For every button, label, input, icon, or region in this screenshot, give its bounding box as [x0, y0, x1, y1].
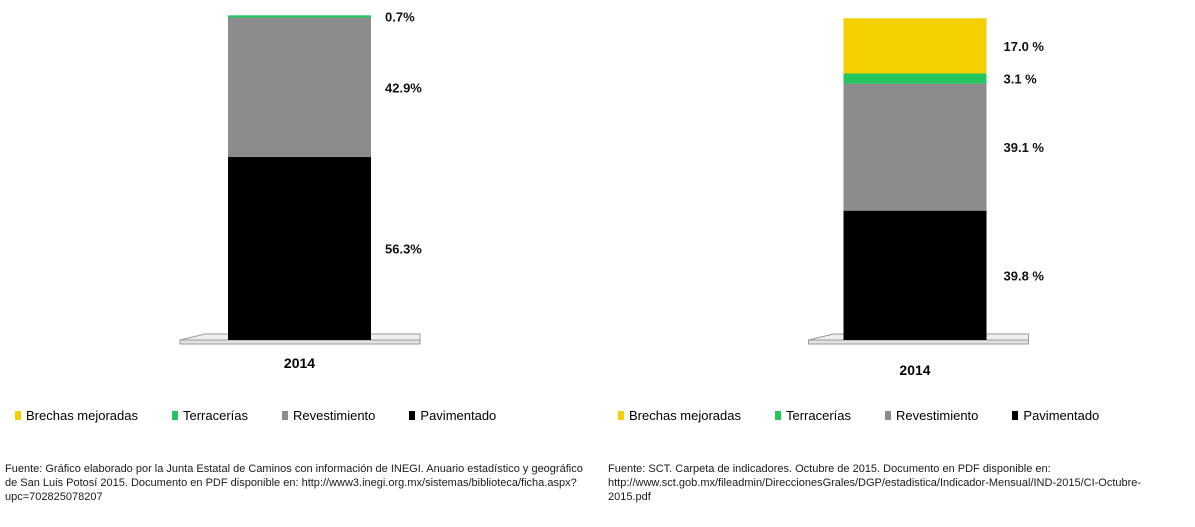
data-label: 39.1 %	[1004, 140, 1045, 155]
left-source-note: Fuente: Gráfico elaborado por la Junta E…	[5, 463, 583, 503]
bar-segment-pavimentado	[228, 157, 371, 340]
legend-swatch-pavimentado	[1012, 411, 1019, 420]
data-label: 56.3%	[385, 242, 422, 257]
left-chart: 56.3% 42.9% 0.7% 2014	[179, 9, 422, 371]
bar-segment-terracer-as	[843, 73, 987, 84]
bar-segment-pavimentado	[843, 210, 987, 340]
bar-segment-revestimiento	[228, 17, 371, 158]
legend-label: Terracerías	[786, 408, 852, 423]
left-chart-panel: 56.3% 42.9% 0.7% 2014 Brechas mejoradas Ter…	[5, 9, 583, 503]
legend-label: Terracerías	[183, 408, 249, 423]
data-label: 3.1 %	[1004, 72, 1038, 87]
legend-swatch-brechas	[618, 411, 624, 420]
bar-segment-terracer-as	[228, 15, 371, 18]
data-label: 17.0 %	[1004, 39, 1045, 54]
right-chart-panel: 39.8 % 39.1 % 3.1 % 17.0 % 2014 Brechas mejo…	[598, 0, 1195, 527]
legend-label: Brechas mejoradas	[629, 408, 741, 423]
legend-label: Pavimentado	[420, 408, 497, 423]
legend-swatch-revestimiento	[282, 411, 289, 420]
legend-item-terracerias: Terracerías	[172, 408, 248, 423]
legend-item-brechas: Brechas mejoradas	[15, 408, 138, 423]
category-label: 2014	[284, 355, 315, 371]
legend-swatch-pavimentado	[409, 411, 416, 420]
legend-swatch-terracerias	[775, 411, 781, 420]
right-chart: 39.8 % 39.1 % 3.1 % 17.0 % 2014	[808, 18, 1045, 378]
data-label: 39.8 %	[1004, 268, 1045, 283]
legend-item-pavimentado: Pavimentado	[409, 408, 496, 423]
legend-swatch-terracerias	[172, 411, 178, 420]
legend-label: Brechas mejoradas	[26, 408, 138, 423]
chart-floor-edge	[179, 339, 421, 345]
legend-label: Pavimentado	[1023, 408, 1100, 423]
bar-segment-brechas-mejoradas	[843, 18, 987, 74]
right-legend: Brechas mejoradas Terracerías Revestimie…	[618, 408, 1099, 423]
legend-item-terracerias: Terracerías	[775, 408, 851, 423]
data-label: 0.7%	[385, 9, 415, 24]
legend-item-pavimentado: Pavimentado	[1012, 408, 1099, 423]
legend-label: Revestimiento	[293, 408, 376, 423]
legend-item-revestimiento: Revestimiento	[885, 408, 978, 423]
legend-swatch-brechas	[15, 411, 21, 420]
legend-label: Revestimiento	[896, 408, 979, 423]
legend-item-revestimiento: Revestimiento	[282, 408, 375, 423]
data-label: 42.9%	[385, 80, 422, 95]
legend-swatch-revestimiento	[885, 411, 892, 420]
category-label: 2014	[899, 362, 930, 378]
chart-floor-edge	[808, 339, 1029, 345]
legend-item-brechas: Brechas mejoradas	[618, 408, 741, 423]
left-legend: Brechas mejoradas Terracerías Revestimie…	[15, 408, 496, 423]
bar-segment-revestimiento	[843, 83, 987, 211]
right-source-note: Fuente: SCT. Carpeta de indicadores. Oct…	[608, 463, 1142, 503]
